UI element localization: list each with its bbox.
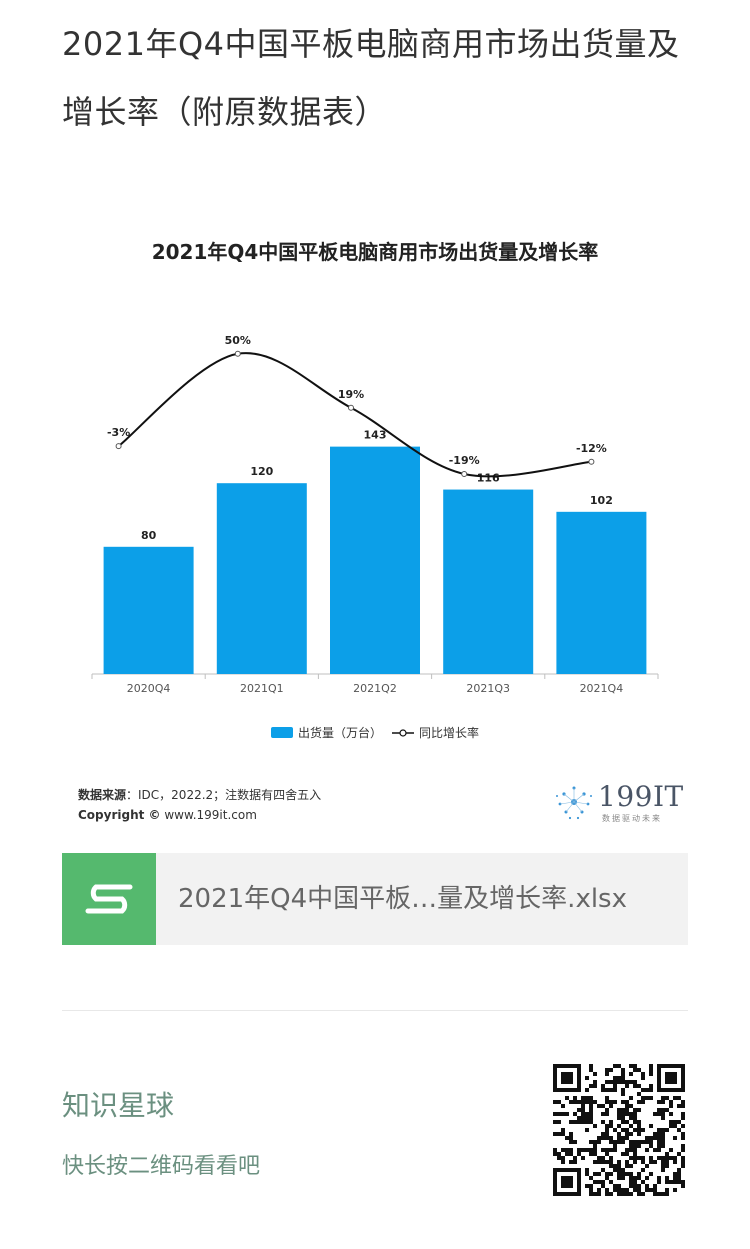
growth-value-label: -12% (576, 442, 607, 455)
chart-source-note: 数据来源：IDC，2022.2；注数据有四舍五入 Copyright © www… (78, 785, 321, 825)
chart-title: 2021年Q4中国平板电脑商用市场出货量及增长率 (151, 240, 599, 264)
x-tick-label: 2021Q2 (353, 682, 397, 695)
chart-legend: 出货量（万台） 同比增长率 (62, 724, 688, 741)
growth-point (461, 470, 468, 477)
article-title: 2021年Q4中国平板电脑商用市场出货量及增长率（附原数据表） (62, 25, 680, 131)
legend-line-marker-icon (392, 728, 414, 738)
legend-item-shipments: 出货量（万台） (270, 724, 382, 741)
legend-label-growth: 同比增长率 (419, 726, 480, 740)
growth-point (348, 404, 354, 411)
bar-value-label: 80 (141, 529, 157, 542)
bar-2021Q2 (330, 446, 420, 674)
promo-title: 知识星球 (62, 1089, 175, 1122)
growth-point (115, 443, 122, 450)
bar-value-label: 143 (364, 429, 387, 442)
growth-value-label: 19% (338, 388, 364, 401)
source-label: 数据来源 (78, 788, 127, 802)
promo-subtitle: 快长按二维码看看吧 (62, 1154, 261, 1179)
dandelion-icon (556, 786, 592, 820)
growth-point (588, 458, 595, 465)
bar-2021Q3 (443, 489, 534, 674)
divider (62, 1010, 688, 1011)
attachment-card[interactable]: 2021年Q4中国平板…量及增长率.xlsx (62, 853, 688, 945)
legend-item-growth: 同比增长率 (392, 724, 479, 741)
199it-logo: 199IT 数据驱动未来 (552, 780, 684, 826)
growth-value-label: -19% (449, 454, 480, 467)
qr-code-icon[interactable] (553, 1064, 685, 1196)
growth-value-label: 50% (225, 334, 251, 347)
spreadsheet-s-icon (62, 853, 156, 945)
x-tick-label: 2020Q4 (127, 682, 171, 695)
logo-subtitle: 数据驱动未来 (602, 814, 662, 823)
logo-text: 199IT (598, 780, 684, 813)
chart-svg: 80 2020Q4 120 2021Q1 143 2021Q2 116 2021Q3 102 20… (91, 334, 659, 695)
bar-2021Q4 (556, 511, 647, 674)
bar-2020Q4 (103, 546, 194, 674)
bar-value-label: 102 (590, 494, 613, 507)
copyright-text: www.199it.com (160, 808, 257, 822)
bar-2021Q1 (216, 483, 307, 674)
legend-bar-swatch (270, 727, 293, 738)
x-tick-label: 2021Q4 (580, 682, 624, 695)
x-tick-label: 2021Q1 (240, 682, 284, 695)
legend-label-shipments: 出货量（万台） (297, 726, 382, 740)
x-tick-label: 2021Q3 (466, 682, 510, 695)
copyright-label: Copyright © (78, 808, 161, 822)
bar-value-label: 120 (250, 465, 273, 478)
growth-point (234, 350, 241, 357)
source-text: ：IDC，2022.2；注数据有四舍五入 (126, 788, 322, 802)
chart-image[interactable]: 80 2020Q4 120 2021Q1 143 2021Q2 116 2021Q3 102 20… (62, 218, 688, 840)
attachment-file-name: 2021年Q4中国平板…量及增长率.xlsx (178, 884, 627, 914)
bar-value-label: 116 (477, 472, 500, 485)
growth-value-label: -3% (107, 426, 130, 439)
